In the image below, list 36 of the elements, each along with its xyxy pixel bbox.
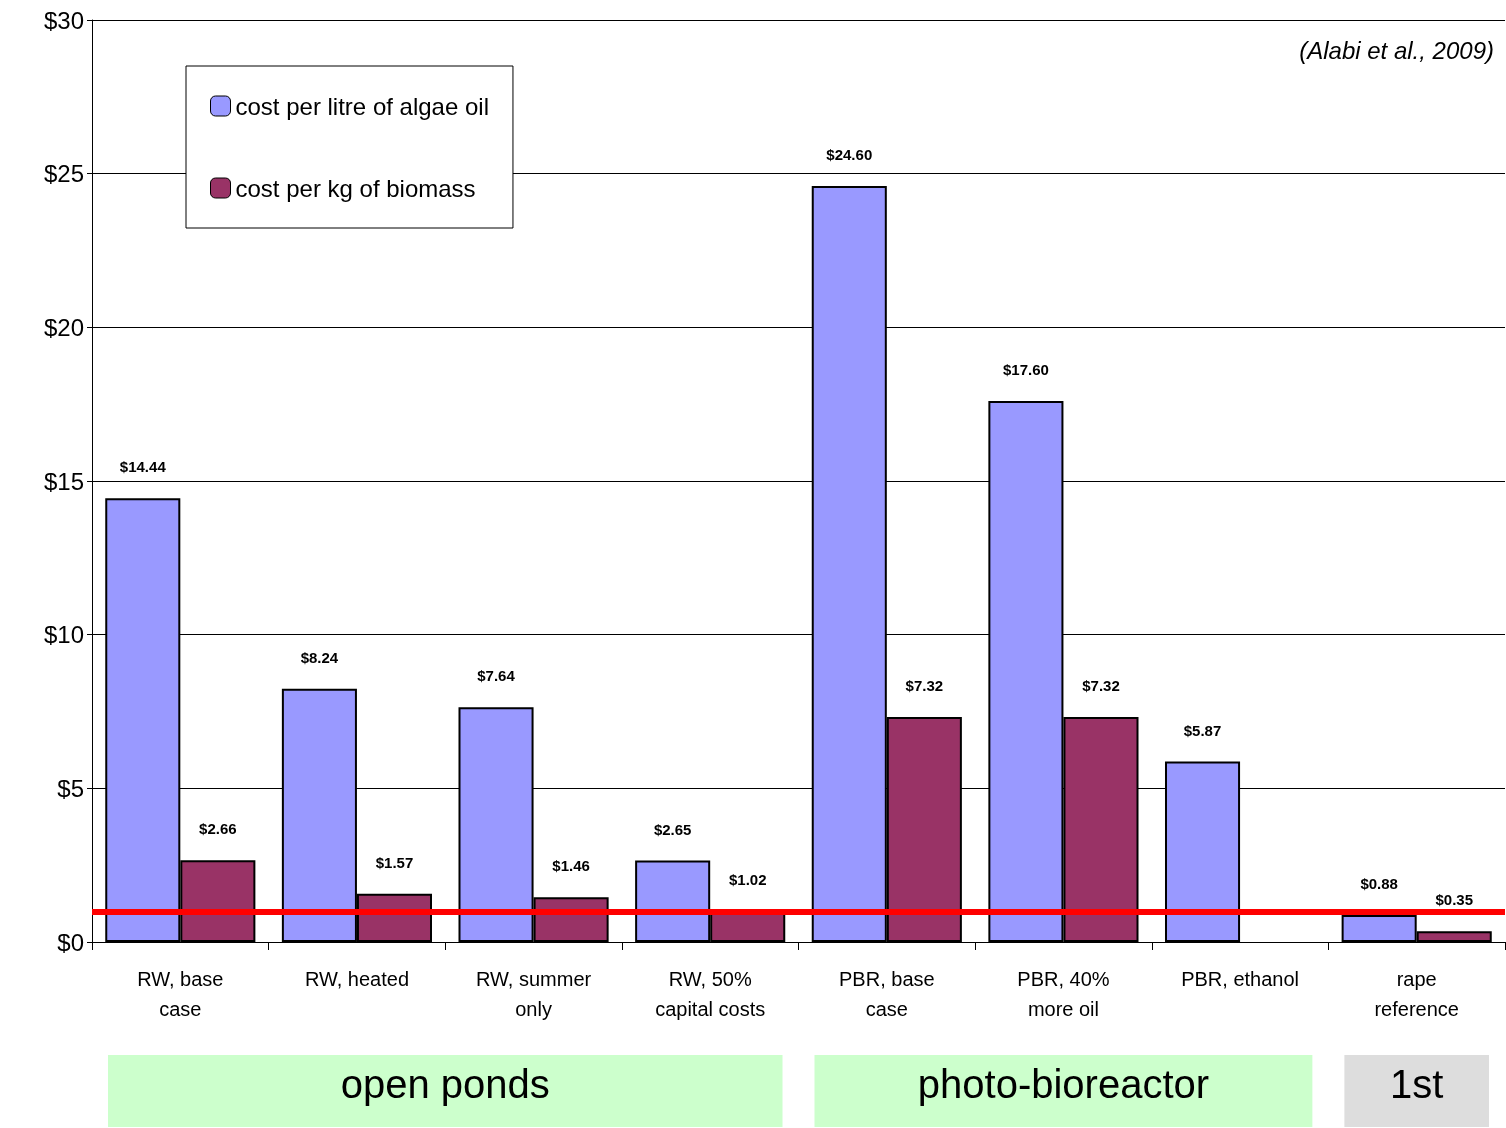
x-tick-label: PBR, 40% more oil — [1017, 968, 1110, 1020]
x-tick-label: rape reference — [1374, 968, 1459, 1020]
data-label: $8.24 — [300, 648, 339, 666]
legend-label: cost per litre of algae oil — [235, 92, 489, 120]
y-tick-label: $25 — [43, 160, 84, 188]
data-label: $5.87 — [1183, 721, 1222, 739]
x-tick-label: PBR, ethanol — [1181, 968, 1299, 990]
data-label: $0.88 — [1360, 874, 1398, 892]
data-label: $17.60 — [1002, 361, 1049, 379]
text: open ponds — [340, 1062, 550, 1106]
text: photo-bioreactor — [917, 1062, 1210, 1106]
annotation: (Alabi et al., 2009) — [1299, 36, 1494, 64]
data-label: $2.66 — [199, 820, 237, 838]
data-label: $7.64 — [477, 667, 516, 685]
y-tick-label: $10 — [43, 621, 84, 649]
x-tick-label: RW, 50% capital costs — [655, 968, 766, 1020]
y-tick-label: $5 — [57, 774, 84, 802]
x-tick-label: PBR, base case — [839, 968, 935, 1020]
data-label: $1.02 — [728, 870, 767, 888]
data-label: $1.57 — [375, 853, 414, 871]
data-label: $0.35 — [1435, 891, 1473, 909]
x-tick-label: RW, summer only — [475, 968, 592, 1020]
y-tick-label: $20 — [43, 313, 84, 341]
y-tick-label: $30 — [43, 6, 84, 34]
x-tick-label: RW, base case — [137, 968, 224, 1020]
data-label: $2.65 — [653, 820, 692, 838]
data-label: $24.60 — [826, 145, 873, 163]
y-tick-label: $0 — [57, 928, 84, 956]
data-label: $1.46 — [552, 857, 590, 875]
text: 1st — [1390, 1062, 1444, 1106]
data-label: $7.32 — [905, 677, 944, 695]
x-tick-label: RW, heated — [304, 968, 410, 990]
legend-label: cost per kg of biomass — [235, 174, 476, 202]
y-tick-label: $15 — [43, 467, 84, 495]
data-label: $14.44 — [119, 458, 167, 476]
data-label: $7.32 — [1082, 677, 1120, 695]
